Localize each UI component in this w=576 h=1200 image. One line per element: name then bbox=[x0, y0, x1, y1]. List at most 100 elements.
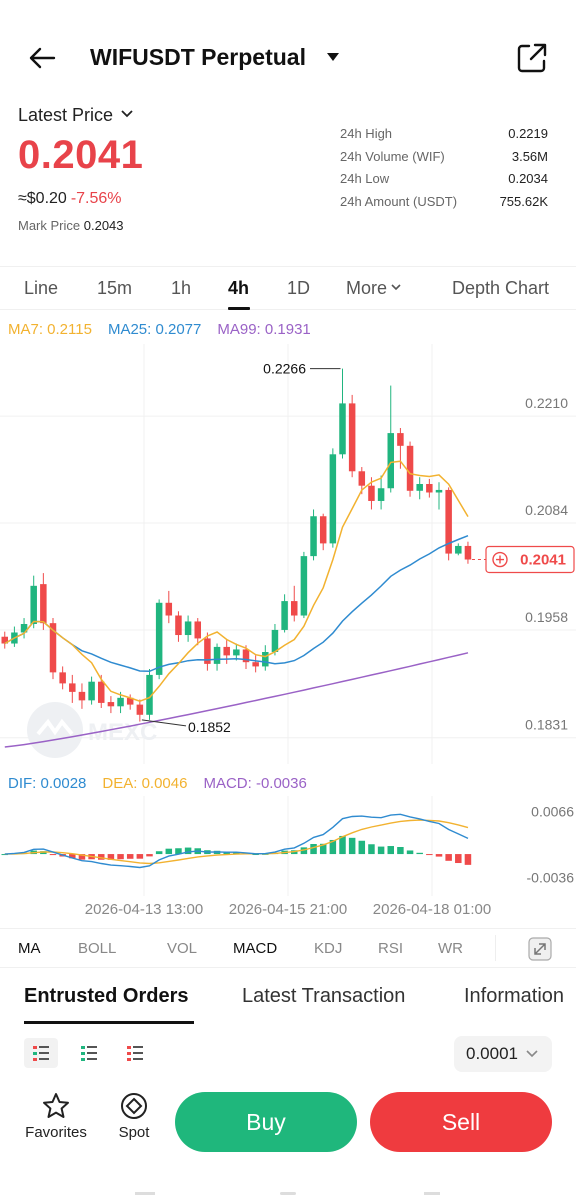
candle-body bbox=[165, 602, 173, 616]
candle bbox=[300, 551, 308, 619]
watermark-logo-mark bbox=[36, 718, 74, 736]
tab-information[interactable]: Information bbox=[464, 985, 565, 1007]
ma25-legend: MA25: 0.2077 bbox=[107, 321, 202, 338]
macd-histogram-bar bbox=[445, 854, 452, 861]
tab-line[interactable]: Line bbox=[24, 278, 59, 298]
dea-line bbox=[4, 819, 469, 865]
macd-histogram-bar bbox=[435, 854, 443, 857]
price-change-percent: -7.56% bbox=[70, 190, 122, 207]
candle-body bbox=[406, 445, 414, 491]
ind-tab-vol[interactable]: VOL bbox=[167, 940, 198, 957]
usd-price-line: ≈$0.20 -7.56% bbox=[18, 190, 122, 208]
stats-panel: 24h High 0.2219 24h Volume (WIF) 3.56M 24h… bbox=[340, 126, 548, 216]
candle-body bbox=[455, 545, 462, 554]
tab-latest-transaction[interactable]: Latest Transaction bbox=[242, 985, 406, 1007]
ind-tab-wr[interactable]: WR bbox=[438, 940, 463, 957]
candle bbox=[242, 645, 250, 669]
tab-1h[interactable]: 1h bbox=[171, 278, 192, 298]
candle bbox=[204, 632, 211, 671]
candle bbox=[1, 631, 8, 649]
candle bbox=[271, 624, 279, 656]
candle bbox=[88, 676, 95, 705]
macd-histogram-bar bbox=[69, 854, 76, 859]
candle bbox=[387, 385, 394, 493]
time-axis-label: 2026-04-13 13:00 bbox=[85, 901, 203, 918]
candle-body bbox=[1, 636, 8, 644]
candle-body bbox=[117, 697, 124, 707]
star-icon bbox=[43, 1093, 69, 1118]
expand-chart-icon[interactable] bbox=[528, 937, 552, 961]
low-price-label: 0.1852 bbox=[188, 719, 231, 735]
macd-histogram-bar bbox=[300, 847, 308, 855]
macd-histogram-bar bbox=[455, 854, 462, 864]
candle-body bbox=[69, 683, 76, 692]
macd-axis-label: -0.0036 bbox=[527, 869, 575, 885]
candle bbox=[319, 513, 327, 551]
tab-depth-chart[interactable]: Depth Chart bbox=[452, 278, 550, 298]
tab-4h[interactable]: 4h bbox=[228, 278, 250, 298]
spot-label: Spot bbox=[118, 1124, 150, 1141]
nav-recent[interactable] bbox=[135, 1192, 155, 1195]
candle bbox=[281, 594, 288, 633]
candle-body bbox=[146, 674, 153, 715]
candle bbox=[348, 394, 356, 478]
ind-tab-rsi[interactable]: RSI bbox=[378, 940, 404, 957]
macd-histogram-bar bbox=[252, 854, 259, 856]
time-axis-label: 2026-04-18 01:00 bbox=[373, 901, 491, 918]
nav-home[interactable] bbox=[280, 1192, 296, 1195]
candle bbox=[416, 477, 423, 500]
back-arrow-icon[interactable] bbox=[28, 46, 56, 70]
tab-entrusted-orders[interactable]: Entrusted Orders bbox=[24, 985, 189, 1007]
candle bbox=[69, 674, 76, 703]
macd-histogram-bar bbox=[358, 840, 366, 855]
filter-all-icon[interactable] bbox=[24, 1038, 58, 1068]
filter-sell-icon[interactable] bbox=[118, 1038, 152, 1068]
candle-body bbox=[223, 646, 230, 656]
nav-back[interactable] bbox=[424, 1192, 440, 1195]
candle-body bbox=[136, 704, 144, 715]
precision-value: 0.0001 bbox=[466, 1044, 518, 1063]
ind-tab-kdj[interactable]: KDJ bbox=[314, 940, 343, 957]
candle-body bbox=[329, 454, 337, 544]
candle-body bbox=[184, 621, 192, 636]
ind-tab-macd[interactable]: MACD bbox=[233, 940, 278, 957]
title-dropdown-icon[interactable] bbox=[326, 52, 340, 62]
macd-histogram-bar bbox=[107, 854, 115, 860]
candle-body bbox=[252, 662, 259, 667]
candle-body bbox=[300, 556, 308, 616]
precision-select[interactable]: 0.0001 bbox=[454, 1036, 552, 1072]
dea-legend: DEA: 0.0046 bbox=[102, 775, 188, 792]
candle-body bbox=[281, 601, 288, 630]
time-axis-label: 2026-04-15 21:00 bbox=[229, 901, 347, 918]
macd-histogram-bar bbox=[406, 850, 414, 855]
dif-line bbox=[4, 813, 469, 869]
share-external-icon[interactable] bbox=[516, 42, 548, 74]
tab-15m[interactable]: 15m bbox=[97, 278, 133, 298]
candle-body bbox=[204, 638, 211, 664]
candlestick-chart[interactable]: 0.22100.20840.19580.1831MEXC0.22660.1852… bbox=[0, 344, 576, 764]
candle bbox=[252, 655, 259, 673]
candle-body bbox=[175, 615, 182, 636]
candle-body bbox=[377, 488, 385, 501]
stat-label: 24h Low bbox=[340, 171, 390, 186]
buy-button[interactable]: Buy bbox=[175, 1092, 357, 1152]
macd-histogram-bar bbox=[426, 854, 433, 856]
latest-price-selector[interactable]: Latest Price bbox=[18, 105, 133, 126]
stat-row: 24h Volume (WIF) 3.56M bbox=[340, 149, 548, 172]
tab-more[interactable]: More bbox=[346, 278, 401, 299]
candle bbox=[175, 611, 182, 642]
tab-1d[interactable]: 1D bbox=[287, 278, 311, 298]
macd-histogram-bar bbox=[146, 854, 153, 857]
candle bbox=[310, 509, 317, 561]
sell-button[interactable]: Sell bbox=[370, 1092, 552, 1152]
mark-price-line: Mark Price 0.2043 bbox=[18, 218, 124, 233]
macd-chart[interactable]: 0.0066 -0.0036 2026-04-13 13:00 2026-04-15 … bbox=[0, 796, 576, 924]
filter-buy-icon[interactable] bbox=[72, 1038, 106, 1068]
ma99-legend: MA99: 0.1931 bbox=[217, 321, 311, 338]
candle-body bbox=[88, 681, 95, 701]
spot-button[interactable]: Spot bbox=[110, 1086, 158, 1141]
page-title[interactable]: WIFUSDT Perpetual bbox=[90, 44, 306, 70]
ind-tab-ma[interactable]: MA bbox=[18, 940, 41, 957]
ind-tab-boll[interactable]: BOLL bbox=[78, 940, 117, 957]
favorites-button[interactable]: Favorites bbox=[22, 1086, 90, 1141]
